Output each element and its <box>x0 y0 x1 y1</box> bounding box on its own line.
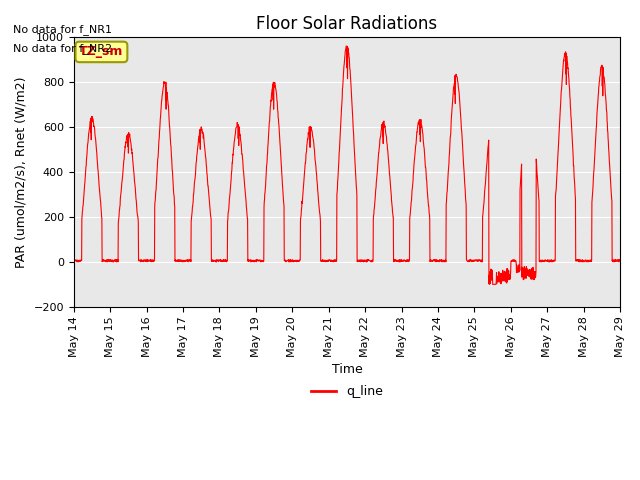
q_line <box>254 258 262 264</box>
Legend: q_line: q_line <box>306 380 388 403</box>
X-axis label: Time: Time <box>332 363 362 376</box>
q_line <box>574 258 582 264</box>
Title: Floor Solar Radiations: Floor Solar Radiations <box>257 15 438 33</box>
q_line <box>541 257 549 263</box>
Text: No data for f_NR2: No data for f_NR2 <box>13 43 112 54</box>
Text: No data for f_NR1: No data for f_NR1 <box>13 24 112 35</box>
Y-axis label: PAR (umol/m2/s), Rnet (W/m2): PAR (umol/m2/s), Rnet (W/m2) <box>15 76 28 268</box>
q_line <box>401 258 408 264</box>
q_line <box>128 151 136 156</box>
q_line <box>342 43 350 49</box>
Line: q_line: q_line <box>74 46 640 284</box>
q_line <box>70 259 77 264</box>
q_line <box>489 281 497 287</box>
Text: TZ_sm: TZ_sm <box>79 46 124 59</box>
